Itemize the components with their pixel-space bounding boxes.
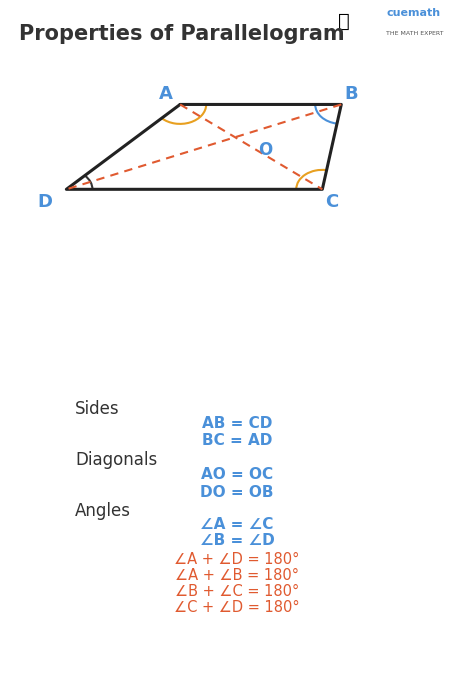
Text: AO = OC: AO = OC <box>201 467 273 482</box>
Text: AB = CD: AB = CD <box>202 416 272 431</box>
Text: ∠B + ∠C = 180°: ∠B + ∠C = 180° <box>175 584 299 599</box>
Text: ∠A + ∠D = 180°: ∠A + ∠D = 180° <box>174 552 300 567</box>
Text: Sides: Sides <box>75 400 119 418</box>
Text: ∠A = ∠C: ∠A = ∠C <box>201 517 273 532</box>
Text: Angles: Angles <box>75 502 131 520</box>
Text: DO = OB: DO = OB <box>200 485 274 500</box>
Text: C: C <box>325 192 338 211</box>
Text: 🚀: 🚀 <box>338 12 349 31</box>
FancyBboxPatch shape <box>11 372 463 680</box>
Text: B: B <box>344 85 357 103</box>
Text: O: O <box>258 141 273 159</box>
Text: ∠B = ∠D: ∠B = ∠D <box>200 533 274 548</box>
Text: cuemath: cuemath <box>386 8 440 18</box>
Text: ∠A + ∠B = 180°: ∠A + ∠B = 180° <box>175 568 299 583</box>
Text: THE MATH EXPERT: THE MATH EXPERT <box>386 31 444 36</box>
Text: BC = AD: BC = AD <box>202 433 272 448</box>
Text: ∠C + ∠D = 180°: ∠C + ∠D = 180° <box>174 600 300 615</box>
Text: A: A <box>159 85 173 103</box>
Text: D: D <box>37 192 53 211</box>
Text: Diagonals: Diagonals <box>75 451 157 469</box>
Text: Properties of Parallelogram: Properties of Parallelogram <box>19 24 345 44</box>
